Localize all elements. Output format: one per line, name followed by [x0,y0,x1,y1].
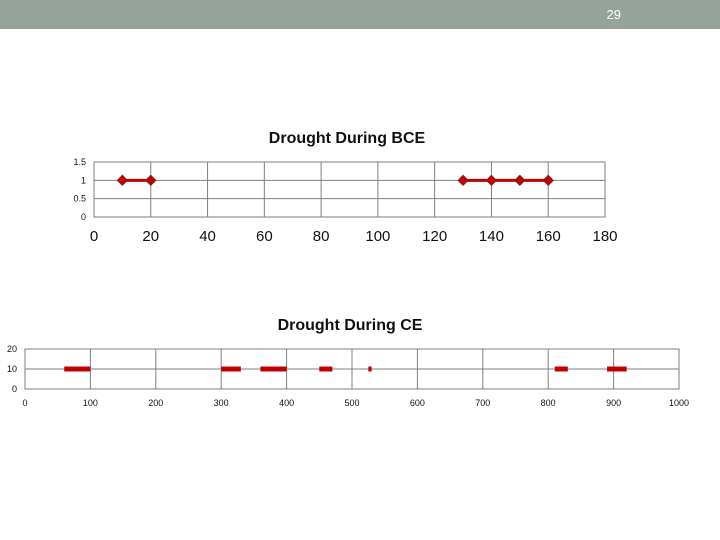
bce-x-tick-label: 100 [365,228,390,245]
bce-y-tick-label: 1.5 [73,157,86,167]
bce-y-tick-label: 0 [81,212,86,222]
ce-x-tick-label: 600 [410,398,425,408]
bce-x-tick-label: 60 [256,228,273,245]
bce-x-tick-label: 0 [90,228,98,245]
ce-x-tick-label: 300 [214,398,229,408]
bce-x-tick-label: 20 [142,228,159,245]
ce-y-tick-label: 20 [7,344,17,354]
ce-x-tick-label: 100 [83,398,98,408]
drought-bce-chart: 0 20 40 60 80 100 120 140 160 180 0 0.5 1 1.5 [73,157,617,245]
ce-x-tick-label: 200 [148,398,163,408]
ce-x-tick-label: 900 [606,398,621,408]
bce-data-point [542,174,554,187]
bce-data-point [116,174,129,187]
ce-y-tick-label: 0 [12,384,17,394]
ce-x-tick-label: 800 [541,398,556,408]
ce-y-tick-label: 10 [7,364,17,374]
bce-data-point [145,174,157,187]
bce-x-tick-label: 40 [199,228,216,245]
bce-y-tick-label: 1 [81,175,86,185]
bce-data-point [457,174,469,187]
bce-data-point [485,174,498,187]
bce-x-tick-label: 180 [592,228,617,245]
page-number: 29 [606,7,621,22]
drought-ce-chart: 0 100 200 300 400 500 600 700 800 900 1000 0 10 20 [7,344,689,408]
ce-x-tick-label: 0 [22,398,27,408]
bce-y-tick-label: 0.5 [73,194,86,204]
bce-x-tick-label: 80 [313,228,330,245]
bce-data-point [514,174,526,187]
bce-x-tick-label: 140 [479,228,504,245]
ce-x-tick-label: 500 [344,398,359,408]
ce-x-tick-label: 1000 [669,398,689,408]
header-bar: 29 [0,0,720,29]
ce-x-tick-label: 700 [475,398,490,408]
bce-x-tick-label: 160 [536,228,561,245]
bce-plot-frame [93,161,606,218]
ce-x-tick-label: 400 [279,398,294,408]
bce-x-tick-label: 120 [422,228,447,245]
chart-title-ce: Drought During CE [277,317,423,334]
chart-title-bce: Drought During BCE [268,130,426,147]
